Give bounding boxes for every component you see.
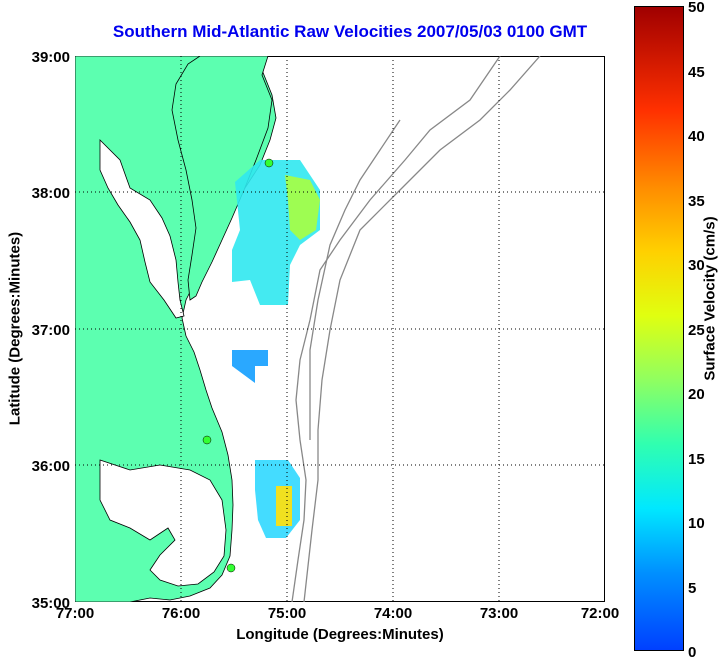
colorbar-tick-label: 50 (688, 0, 705, 16)
map-title: Southern Mid-Atlantic Raw Velocities 200… (112, 22, 588, 41)
radar-site-north (264, 158, 274, 168)
y-tick-label: 36:00 (32, 458, 70, 475)
x-tick-label: 74:00 (374, 605, 412, 622)
x-tick-label: 73:00 (480, 605, 518, 622)
colorbar-tick-label: 25 (688, 322, 705, 339)
x-tick-label: 77:00 (56, 605, 94, 622)
velocity-patch-north-high (285, 175, 320, 240)
bathymetry-contour-2 (303, 56, 541, 602)
x-axis-label: Longitude (Degrees:Minutes) (236, 626, 444, 643)
y-axis-label: Latitude (Degrees:Minutes) (6, 231, 24, 426)
colorbar-tick-label: 40 (688, 128, 705, 145)
colorbar-tick-label: 20 (688, 386, 705, 403)
radar-site-middle (202, 435, 212, 445)
colorbar-tick-label: 15 (688, 451, 705, 468)
colorbar-tick-label: 30 (688, 257, 705, 274)
colorbar-tick-label: 10 (688, 515, 705, 532)
y-tick-label: 38:00 (32, 185, 70, 202)
pamlico-sound (99, 459, 227, 587)
chesapeake-bay (99, 139, 185, 319)
velocity-patch-middle (232, 350, 268, 383)
map-grid (75, 56, 605, 602)
colorbar-tick-label: 45 (688, 64, 705, 81)
bathymetry-contour-3 (309, 119, 401, 440)
colorbar-label: Surface Velocity (cm/s) (701, 216, 719, 381)
colorbar-tick-label: 35 (688, 193, 705, 210)
land-delmarva (171, 56, 273, 301)
bathymetry-contour-1 (291, 56, 501, 602)
velocity-patch-south-high (276, 486, 292, 526)
x-tick-label: 75:00 (268, 605, 306, 622)
velocity-colorbar (634, 6, 684, 651)
radar-site-south (226, 563, 236, 573)
x-tick-label: 72:00 (581, 605, 619, 622)
y-tick-label: 35:00 (32, 595, 70, 612)
colorbar-tick-label: 5 (688, 580, 696, 597)
y-tick-label: 37:00 (32, 322, 70, 339)
x-tick-label: 76:00 (162, 605, 200, 622)
y-tick-label: 39:00 (32, 49, 70, 66)
colorbar-tick-label: 0 (688, 644, 696, 659)
